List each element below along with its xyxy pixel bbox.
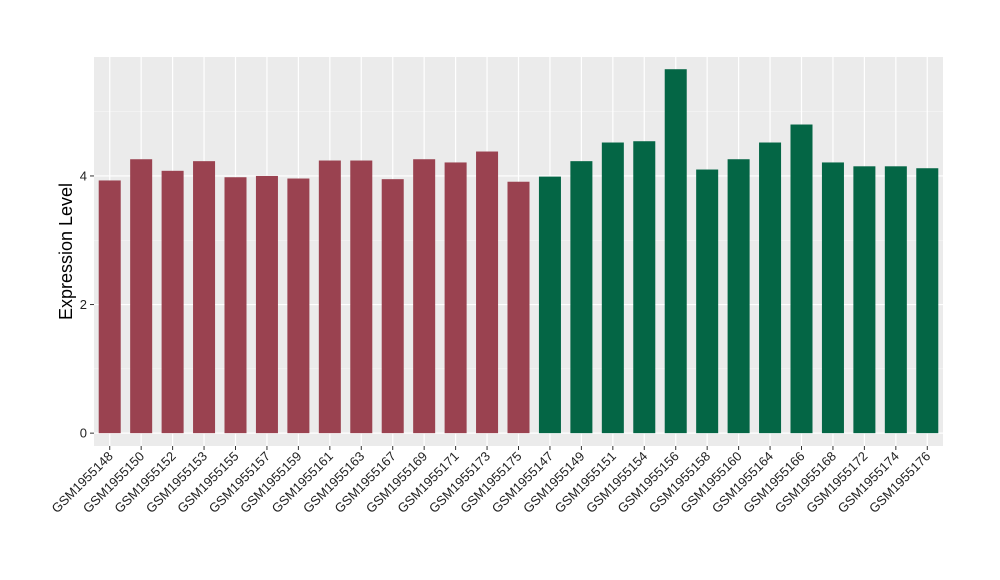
bar xyxy=(130,159,153,434)
y-axis-title: Expression Level xyxy=(56,183,76,320)
bar xyxy=(444,162,467,434)
bar xyxy=(916,168,939,434)
bar xyxy=(98,180,121,434)
bar xyxy=(570,161,593,434)
bar xyxy=(193,161,216,434)
bar xyxy=(633,141,656,434)
bar xyxy=(287,178,310,434)
bar xyxy=(538,176,561,434)
bars xyxy=(98,69,939,434)
bar xyxy=(476,151,499,434)
bar xyxy=(601,142,624,434)
bar xyxy=(727,159,750,434)
bar xyxy=(790,124,813,434)
bar xyxy=(507,181,530,434)
bar xyxy=(664,69,687,434)
y-axis: 0 2 4 xyxy=(80,168,94,441)
bar xyxy=(853,166,876,434)
bar xyxy=(350,160,373,434)
bar xyxy=(381,179,404,434)
bar xyxy=(884,166,907,434)
y-tick-label: 0 xyxy=(80,426,87,441)
bar xyxy=(696,169,719,434)
bar xyxy=(255,175,278,434)
bar xyxy=(759,142,782,434)
y-tick-label: 2 xyxy=(80,297,87,312)
bar xyxy=(318,160,341,434)
bar xyxy=(161,170,184,434)
x-axis: GSM1955148GSM1955150GSM1955152GSM1955153… xyxy=(49,446,933,516)
y-tick-label: 4 xyxy=(80,168,87,183)
bar xyxy=(821,162,844,434)
bar xyxy=(413,159,436,434)
bar xyxy=(224,177,247,434)
